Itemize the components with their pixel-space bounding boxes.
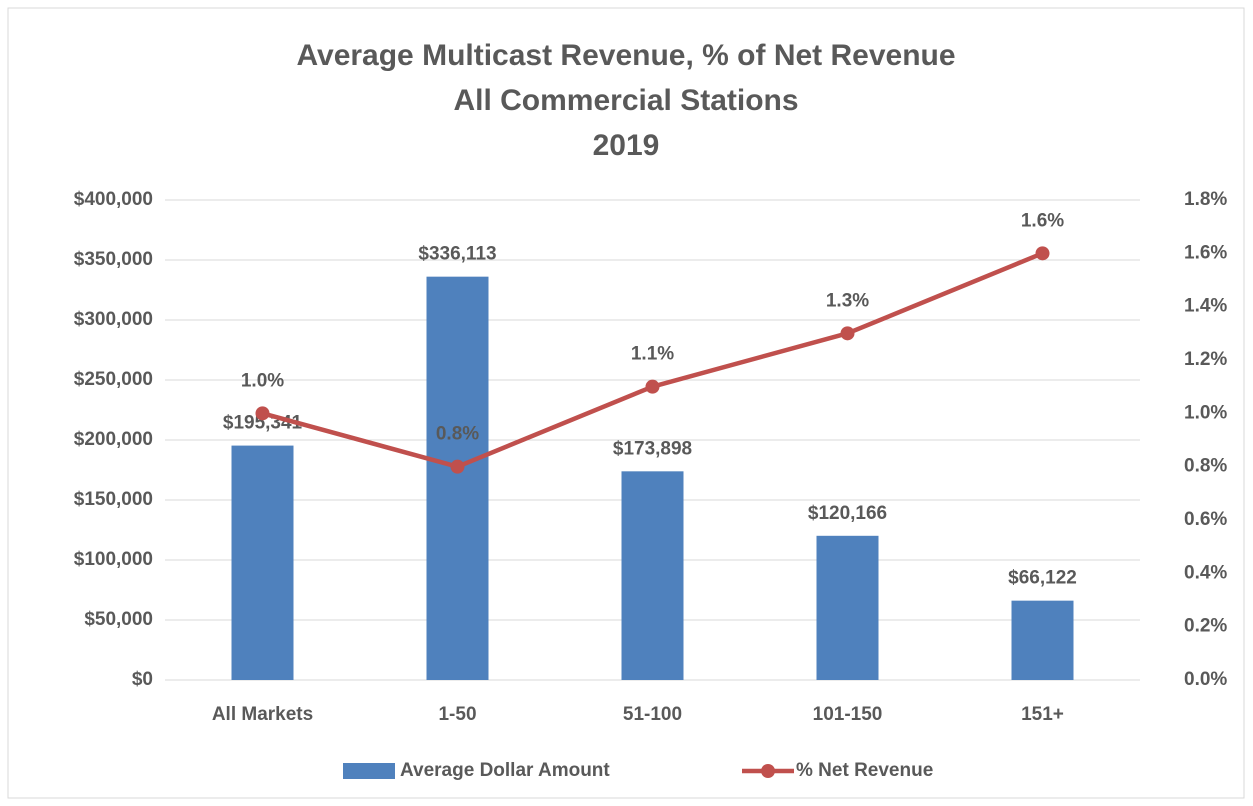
legend-label: % Net Revenue bbox=[796, 760, 933, 781]
line-point bbox=[1035, 246, 1050, 261]
line-point bbox=[840, 326, 855, 341]
y-tick-label: $300,000 bbox=[74, 309, 153, 330]
line-value-label: 1.1% bbox=[631, 344, 674, 365]
x-tick-label: 151+ bbox=[1021, 704, 1064, 725]
y2-tick-label: 1.2% bbox=[1184, 349, 1227, 370]
y-tick-label: $150,000 bbox=[74, 489, 153, 510]
chart-subtitle: All Commercial Stations bbox=[453, 84, 798, 117]
line-value-label: 1.0% bbox=[241, 370, 284, 391]
y2-tick-label: 0.0% bbox=[1184, 669, 1227, 690]
bar-value-label: $173,898 bbox=[613, 438, 692, 459]
y-tick-label: $350,000 bbox=[74, 249, 153, 270]
bar-value-label: $336,113 bbox=[418, 244, 496, 265]
line-point bbox=[255, 406, 270, 421]
x-tick-label: All Markets bbox=[212, 704, 313, 725]
bar-value-label: $120,166 bbox=[808, 503, 887, 524]
y-tick-label: $50,000 bbox=[84, 609, 153, 630]
y2-tick-label: 1.6% bbox=[1184, 242, 1227, 263]
y2-tick-label: 1.0% bbox=[1184, 402, 1227, 423]
bar bbox=[816, 535, 879, 680]
y2-tick-label: 1.8% bbox=[1184, 189, 1227, 210]
line-value-label: 0.8% bbox=[436, 424, 479, 445]
bar bbox=[426, 276, 489, 680]
y-tick-label: $0 bbox=[132, 669, 153, 690]
y2-tick-label: 0.2% bbox=[1184, 616, 1227, 637]
line-value-label: 1.6% bbox=[1021, 210, 1064, 231]
y2-tick-label: 0.4% bbox=[1184, 562, 1227, 583]
legend-label: Average Dollar Amount bbox=[400, 760, 610, 781]
chart-title: Average Multicast Revenue, % of Net Reve… bbox=[296, 39, 955, 72]
x-tick-label: 101-150 bbox=[813, 704, 883, 725]
line-value-label: 1.3% bbox=[826, 290, 869, 311]
y2-tick-label: 1.4% bbox=[1184, 296, 1227, 317]
legend-swatch bbox=[343, 763, 395, 779]
chart-year: 2019 bbox=[593, 129, 660, 162]
x-tick-label: 51-100 bbox=[623, 704, 682, 725]
bar-value-label: $66,122 bbox=[1008, 568, 1077, 589]
bar bbox=[621, 471, 684, 680]
y2-tick-label: 0.8% bbox=[1184, 456, 1227, 477]
y-tick-label: $100,000 bbox=[74, 549, 153, 570]
bar bbox=[1011, 600, 1074, 680]
y-tick-label: $400,000 bbox=[74, 189, 153, 210]
x-tick-label: 1-50 bbox=[438, 704, 476, 725]
y-tick-label: $250,000 bbox=[74, 369, 153, 390]
line-point bbox=[645, 379, 660, 394]
legend-marker bbox=[761, 764, 775, 778]
y-tick-label: $200,000 bbox=[74, 429, 153, 450]
y2-tick-label: 0.6% bbox=[1184, 509, 1227, 530]
line-point bbox=[450, 459, 465, 474]
bar bbox=[231, 445, 294, 680]
